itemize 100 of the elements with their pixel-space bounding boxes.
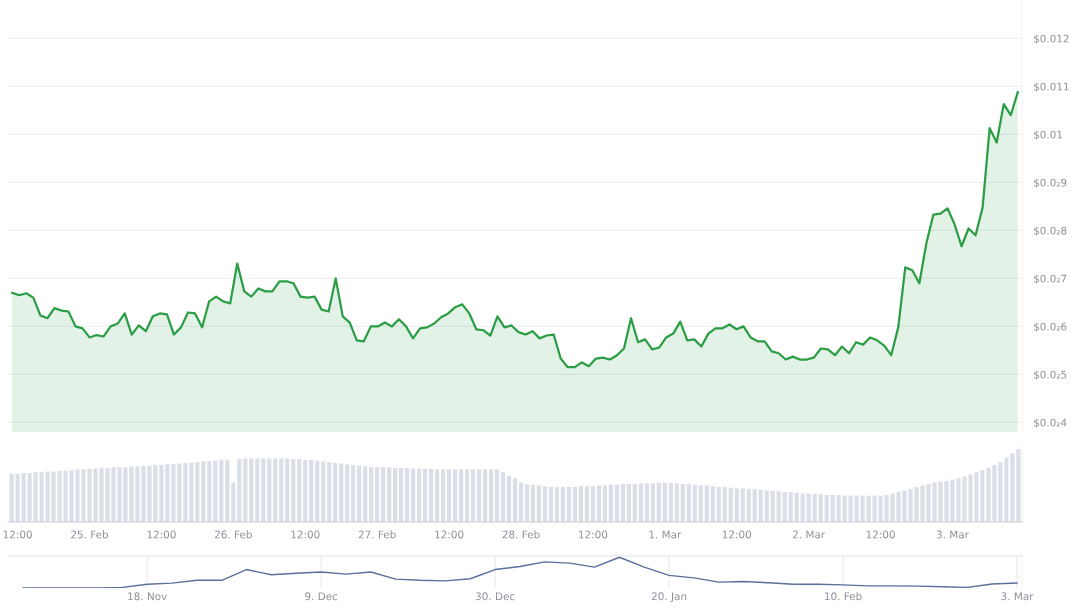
bar (824, 494, 829, 522)
bar (387, 467, 392, 522)
bar (381, 467, 386, 522)
bar (518, 482, 524, 522)
bar (590, 486, 596, 522)
bar (782, 492, 787, 522)
bar (452, 469, 458, 522)
bar (812, 494, 817, 522)
bar (458, 469, 464, 522)
y-tick-label: $0.011 (1033, 82, 1069, 92)
bar (608, 484, 613, 522)
bar (584, 486, 590, 522)
bar (464, 469, 470, 522)
bar (303, 459, 308, 522)
bar (800, 493, 805, 522)
bar (219, 459, 224, 522)
bar (776, 491, 781, 522)
bar (476, 469, 482, 522)
bar (620, 484, 625, 522)
bar (285, 458, 290, 522)
bar (746, 489, 751, 522)
y-tick-label: $0.01 (1033, 130, 1062, 140)
x-tick-label: 2. Mar (792, 530, 826, 539)
bar (674, 483, 679, 522)
bar (614, 484, 619, 522)
bar (632, 484, 637, 522)
bar (836, 494, 841, 522)
x-tick-label: 9. Dec (305, 592, 338, 601)
x-tick-label: 10. Feb (825, 592, 862, 601)
bar (249, 458, 254, 522)
bar (255, 458, 260, 522)
bar (327, 462, 332, 522)
y-tick-label: $0.0₂6 (1033, 322, 1067, 332)
bar (560, 486, 566, 522)
bar (752, 489, 757, 522)
bar (225, 459, 230, 522)
bar (530, 484, 536, 522)
bar (273, 458, 278, 522)
bar (566, 486, 572, 522)
bar (794, 492, 799, 522)
bar (758, 489, 763, 522)
bar (806, 493, 811, 522)
x-tick-label: 12:00 (3, 530, 32, 539)
bar (434, 469, 440, 522)
bar (321, 461, 326, 522)
bar (668, 483, 673, 522)
x-tick-label: 26. Feb (214, 530, 252, 539)
y-tick-label: $0.0₂5 (1033, 370, 1067, 380)
bar (572, 486, 578, 522)
bar (722, 486, 727, 522)
bar (423, 468, 428, 522)
x-tick-label: 3. Mar (936, 530, 969, 539)
bar (243, 458, 248, 522)
bar (728, 487, 733, 522)
bar (369, 467, 374, 522)
bar (482, 469, 488, 522)
y-tick-label: $0.012 (1033, 34, 1069, 44)
bar (267, 458, 272, 522)
bar (542, 486, 548, 522)
y-tick-label: $0.0₂9 (1033, 178, 1067, 188)
bar (740, 488, 745, 522)
bar (680, 484, 685, 522)
x-tick-label: 18. Nov (128, 592, 167, 601)
bar (357, 465, 362, 522)
bar (716, 486, 721, 522)
bar (231, 482, 236, 522)
bar (644, 483, 649, 522)
bar (650, 483, 655, 522)
bar (411, 468, 416, 522)
bar (213, 460, 218, 522)
x-tick-label: 12:00 (866, 530, 895, 539)
bar (297, 459, 302, 522)
bar (686, 484, 691, 522)
bar (770, 490, 775, 522)
bar (375, 467, 380, 522)
x-tick-label: 12:00 (722, 530, 752, 539)
bar (842, 495, 847, 522)
x-tick-label: 12:00 (435, 530, 464, 539)
bar (626, 484, 631, 522)
bar (315, 460, 320, 522)
bar (488, 469, 494, 522)
bar (183, 462, 188, 522)
bar (554, 486, 560, 522)
bar (429, 468, 434, 522)
bar (446, 469, 452, 522)
y-tick-label: $0.0₂4 (1033, 418, 1067, 428)
bar (261, 458, 266, 522)
bar (764, 490, 769, 522)
x-tick-label: 3. Mar (1001, 592, 1034, 601)
x-tick-label: 30. Dec (475, 592, 515, 601)
bar (345, 464, 350, 522)
bar (536, 485, 542, 522)
x-tick-label: 28. Feb (502, 530, 540, 539)
bar (602, 485, 607, 522)
bar (596, 485, 601, 522)
x-tick-label: 12:00 (291, 530, 320, 539)
y-tick-label: $0.0₂8 (1033, 226, 1067, 236)
bar (237, 459, 242, 522)
bar (189, 462, 194, 522)
bar (506, 475, 512, 522)
